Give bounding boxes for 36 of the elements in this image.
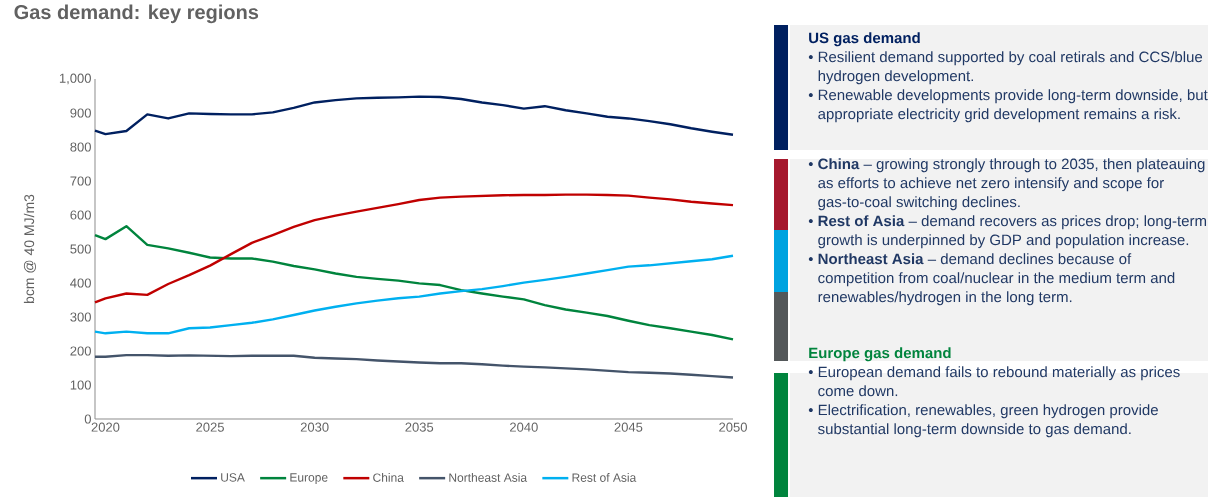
y-tick-label: 0 [84,414,91,424]
x-tick-label: 2045 [614,422,643,432]
line-series [93,95,735,136]
x-tick-label: 2040 [510,422,538,432]
y-tick-label: 300 [70,312,91,322]
legend-label: USA [221,473,245,482]
text: • China – growing strongly through to 2035, then plateauing as efforts to achieve net zero intensify and scope for gas-to-coal switching declines. [808,158,1205,211]
x-tick-label: 2050 [719,422,747,432]
legend-label: Europe [290,473,328,485]
text: • Northeast Asia – demand declines because of competition from coal/nuclear in the medium term and renewables/hydrogen in the long term. [808,253,1175,306]
y-tick-label: 1,000 [59,73,91,85]
legend-label: China [373,473,404,482]
y-tick-label: 600 [70,210,91,220]
text: • European demand fails to rebound materially as prices come down. [808,366,1180,397]
y-tick-label: 500 [70,244,91,254]
y-tick-label: 800 [70,142,91,152]
x-tick-label: 2020 [91,422,120,432]
text: • Rest of Asia – demand recovers as prices drop; long-term growth is underpinned by GDP and population increase. [808,215,1207,249]
text: US gas demand [809,32,920,47]
y-tick-label: 400 [70,278,91,288]
x-tick-label: 2030 [300,422,329,432]
text: • Resilient demand supported by coal retirals and CCS/blue hydrogen development. [808,51,1203,85]
y-tick-label: 900 [70,108,91,118]
legend-label: Northeast Asia [449,473,528,482]
line-series [93,225,735,341]
x-tick-label: 2025 [196,422,224,432]
y-tick-label: 100 [70,380,91,390]
text: • Electrification, renewables, green hydrogen provide substantial long-term downside to gas demand. [808,404,1158,438]
y-tick-label: 700 [70,176,91,186]
text: • Renewable developments provide long-term downside, but appropriate electricity grid development remains a risk. [808,89,1208,123]
y-tick-label: 200 [70,346,91,356]
x-tick-label: 2035 [405,422,434,432]
y-axis-title: bcm @ 40 MJ/m3 [23,194,36,304]
text: Europe gas demand [809,347,951,362]
chart-title: Gas demand: key regions [14,4,259,24]
legend-label: Rest of Asia [572,473,637,482]
